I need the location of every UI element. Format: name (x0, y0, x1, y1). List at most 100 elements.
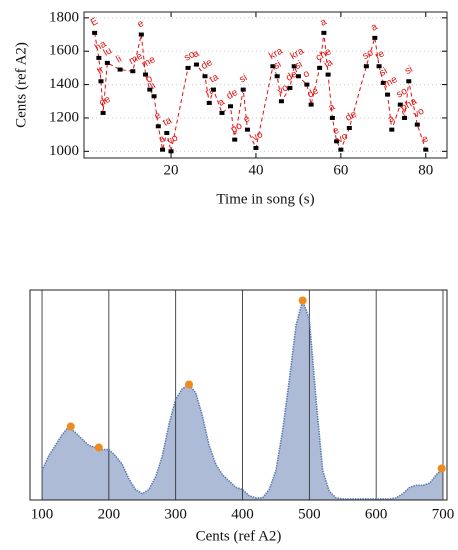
syllable-label: e (153, 110, 164, 123)
syllable-label: a (157, 133, 168, 146)
syllable-label: so (395, 85, 410, 100)
note (308, 102, 314, 107)
syllable-label: e (242, 113, 253, 126)
x-tick-label: 500 (298, 506, 321, 522)
x-tick-label: 700 (432, 506, 455, 522)
syllable-label: si (378, 66, 390, 79)
note (291, 64, 297, 69)
syllable-label: si (293, 59, 305, 72)
x-axis-label: Time in song (s) (216, 191, 314, 207)
note (219, 110, 225, 115)
note (168, 149, 174, 154)
syllable-label: lu (102, 45, 114, 58)
syllable-label: E (89, 16, 101, 29)
note (244, 127, 250, 132)
note (278, 99, 284, 104)
syllable-label: a (216, 96, 227, 109)
syllable-label: ia (322, 57, 335, 71)
y-tick-label: 1600 (49, 43, 79, 59)
note (104, 60, 110, 65)
note (274, 74, 280, 79)
note (253, 145, 259, 150)
syllable-label: de (199, 57, 215, 72)
note (329, 115, 335, 120)
y-tick-label: 1200 (49, 109, 79, 125)
note (210, 87, 216, 92)
y-tick-label: 1000 (49, 143, 79, 159)
note (346, 125, 352, 130)
syllable-label: de (225, 87, 241, 102)
note (402, 115, 408, 120)
melody-line (94, 32, 427, 152)
note (160, 147, 166, 152)
note (423, 147, 429, 152)
note (92, 30, 98, 35)
note (117, 67, 123, 72)
note (143, 72, 149, 77)
note (287, 85, 293, 90)
note (372, 35, 378, 40)
x-tick-label: 80 (418, 162, 433, 178)
syllable-label: de (344, 109, 360, 124)
syllable-label: ra (204, 85, 218, 99)
x-tick-label: 600 (365, 506, 388, 522)
note (100, 110, 106, 115)
y-tick-label: 1800 (49, 9, 79, 25)
note (397, 102, 403, 107)
syllable-label: li (148, 80, 157, 92)
syllable-label: e (420, 133, 431, 146)
syllable-label: re (373, 48, 387, 62)
note (334, 139, 340, 144)
note (376, 64, 382, 69)
note (240, 87, 246, 92)
syllable-label: a (327, 101, 338, 114)
note (380, 80, 386, 85)
syllable-label: e (331, 125, 342, 138)
plot-frame (83, 11, 448, 159)
note (363, 64, 369, 69)
syllable-label: ta (161, 115, 174, 129)
note (138, 32, 144, 37)
peak (437, 464, 446, 473)
note (130, 69, 136, 74)
syllable-label: a (386, 113, 397, 126)
note (321, 30, 327, 35)
x-tick-label: 40 (248, 162, 263, 178)
syllable-label: ta (208, 72, 221, 86)
syllable-label: a (191, 48, 202, 61)
peak (94, 443, 103, 452)
syllable-label: de (97, 94, 113, 109)
syllable-label: tr (95, 64, 106, 77)
y-tick-label: 1400 (49, 76, 79, 92)
syllable-label: si (403, 64, 415, 77)
note (98, 79, 104, 84)
syllable-label: a (369, 21, 380, 34)
note (96, 55, 102, 60)
note (338, 147, 344, 152)
note (325, 72, 331, 77)
syllable-label: li (114, 54, 123, 66)
syllable-label: me (140, 54, 158, 71)
note (151, 94, 157, 99)
syllable-label: e (136, 18, 147, 31)
note (385, 92, 391, 97)
plot-frame (29, 289, 448, 501)
note (155, 124, 161, 129)
note (406, 79, 412, 84)
syllable-label: de (305, 85, 321, 100)
note (164, 130, 170, 135)
note (317, 65, 323, 70)
syllable-label: a (318, 16, 329, 29)
peak (185, 380, 194, 389)
note (147, 87, 153, 92)
note (227, 104, 233, 109)
syllable-label: si (238, 72, 250, 85)
density-area (42, 300, 443, 500)
note (194, 62, 200, 67)
x-tick-label: 300 (164, 506, 187, 522)
density-line (41, 297, 444, 500)
x-tick-label: 200 (98, 506, 121, 522)
note (202, 74, 208, 79)
syllable-label: de (284, 68, 300, 83)
